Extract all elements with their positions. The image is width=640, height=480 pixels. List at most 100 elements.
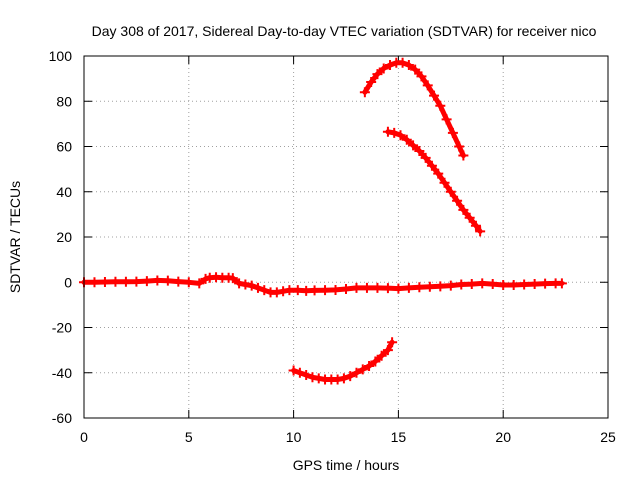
data-point (307, 372, 318, 383)
data-point (359, 87, 370, 98)
data-point (141, 276, 152, 287)
data-point (376, 350, 387, 361)
data-point (385, 60, 396, 71)
data-point (338, 373, 349, 384)
data-point (435, 100, 446, 111)
y-tick-label: -60 (52, 410, 72, 426)
data-points (79, 57, 567, 385)
y-tick-label: -40 (52, 365, 72, 381)
data-point (227, 273, 238, 284)
data-point (475, 226, 486, 237)
data-point (259, 285, 270, 296)
data-point (393, 283, 404, 294)
data-point (382, 126, 393, 137)
data-point (458, 150, 469, 161)
data-point (408, 140, 419, 151)
data-point (366, 77, 377, 88)
data-point (426, 160, 437, 171)
series-line (385, 129, 483, 234)
y-axis-title: SDTVAR / TECUs (7, 181, 23, 293)
data-point (498, 279, 509, 290)
x-axis-title: GPS time / hours (293, 457, 400, 473)
data-point (540, 278, 551, 289)
data-point (397, 57, 408, 68)
y-tick-label: 80 (56, 93, 72, 109)
x-tick-label: 10 (286, 429, 302, 445)
axis-ticks: 0 5 10 15 20 25 -60 -40 -20 0 20 40 60 80 100 (49, 48, 616, 445)
data-point (382, 283, 393, 294)
data-point (422, 80, 433, 91)
data-point (351, 282, 362, 293)
data-point (414, 282, 425, 293)
data-point (387, 337, 398, 348)
data-point (416, 71, 427, 82)
data-point (445, 280, 456, 291)
data-point (330, 284, 341, 295)
data-point (341, 284, 351, 295)
data-point (487, 279, 498, 290)
data-point (110, 276, 121, 287)
data-point (508, 279, 519, 290)
data-point (320, 285, 331, 296)
data-point (246, 280, 257, 291)
data-point (99, 277, 110, 288)
data-point (240, 279, 251, 290)
series-arc-lower (288, 337, 398, 385)
data-point (89, 277, 100, 288)
data-point (309, 285, 320, 296)
y-tick-label: 0 (64, 274, 72, 290)
x-tick-label: 15 (391, 429, 407, 445)
series-main (79, 272, 567, 298)
data-point (445, 186, 456, 197)
data-point (414, 146, 425, 157)
data-point (378, 63, 389, 74)
data-point (389, 127, 400, 138)
data-point (313, 373, 324, 384)
series-arc-upper-mid (382, 126, 486, 237)
data-point (345, 371, 356, 382)
data-point (439, 177, 450, 188)
data-point (194, 278, 205, 289)
data-point (441, 114, 452, 125)
data-point (372, 282, 383, 293)
data-point (456, 279, 467, 290)
data-point (477, 278, 488, 289)
data-point (162, 275, 173, 286)
data-point (420, 152, 431, 163)
data-point (370, 356, 381, 367)
data-point (152, 275, 163, 286)
data-point (120, 276, 131, 287)
plot-frame (83, 55, 609, 419)
data-point (395, 130, 406, 141)
data-point (458, 204, 469, 215)
data-point (435, 281, 446, 292)
data-point (234, 278, 245, 289)
data-point (372, 69, 383, 80)
y-tick-label: 60 (56, 139, 72, 155)
data-point (183, 277, 194, 288)
data-point (519, 279, 530, 290)
data-point (301, 370, 312, 381)
series-line (362, 60, 466, 159)
data-point (361, 282, 372, 293)
y-tick-label: 20 (56, 229, 72, 245)
data-point (529, 279, 540, 290)
data-point (556, 278, 567, 289)
x-tick-label: 25 (600, 429, 616, 445)
chart-title: Day 308 of 2017, Sidereal Day-to-day VTE… (92, 23, 597, 39)
y-tick-label: -20 (52, 320, 72, 336)
data-point (452, 195, 463, 206)
data-point (470, 220, 481, 231)
data-point (403, 282, 414, 293)
data-point (382, 345, 393, 356)
data-point (357, 364, 368, 375)
data-point (401, 134, 412, 145)
data-point (351, 367, 362, 378)
data-point (294, 367, 305, 378)
data-point (447, 127, 458, 138)
y-tick-label: 40 (56, 184, 72, 200)
data-point (252, 282, 263, 293)
grid (84, 56, 608, 418)
x-tick-label: 0 (80, 429, 88, 445)
